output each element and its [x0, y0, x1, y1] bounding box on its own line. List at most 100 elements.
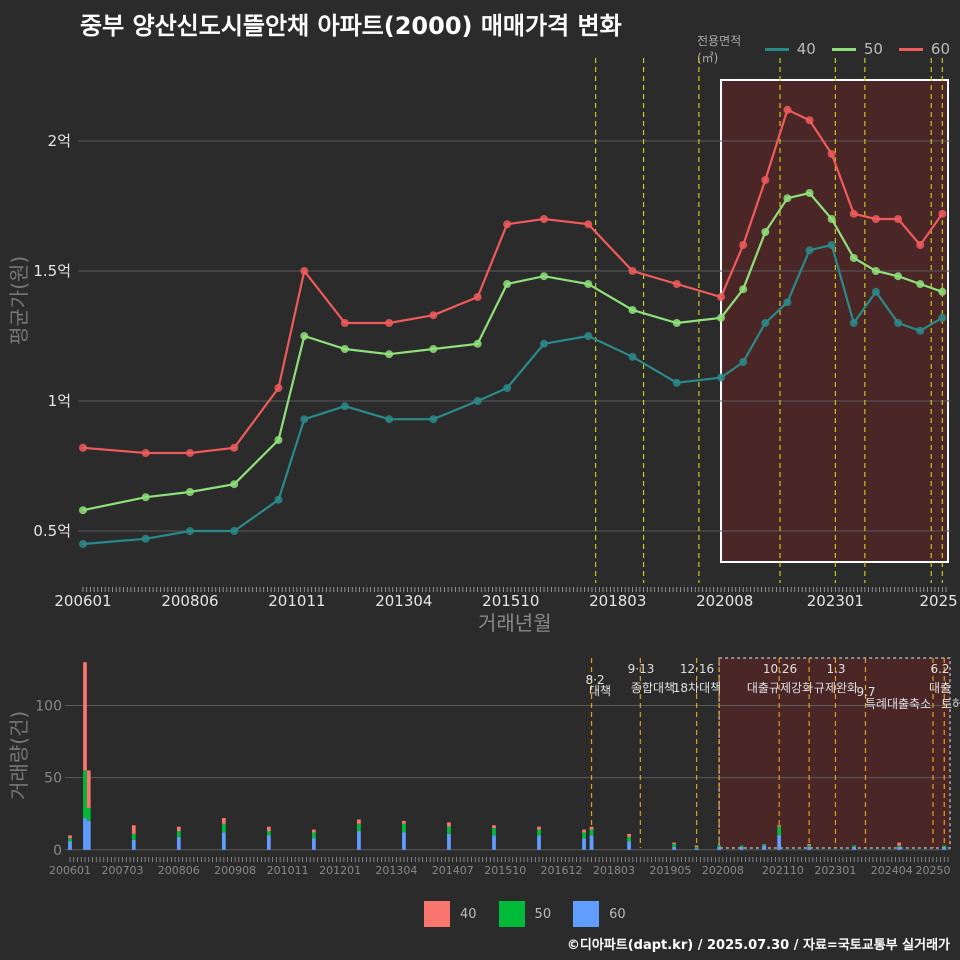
data-point-60: [185, 449, 194, 457]
volume-x-tick-label: 200908: [214, 864, 256, 877]
legend-item-50: 50: [831, 40, 883, 58]
bar-segment-50: [739, 845, 744, 847]
data-point-50: [230, 480, 239, 489]
data-point-50: [584, 280, 593, 288]
bar-segment-60: [942, 846, 947, 850]
bar-segment-60: [447, 833, 451, 850]
data-point-60: [79, 443, 87, 452]
bar-segment-50: [357, 823, 361, 832]
price-x-axis-title: 거래년월: [478, 611, 552, 635]
bar-segment-50: [762, 844, 767, 846]
data-point-60: [385, 319, 394, 327]
x-tick-label: 201510: [482, 592, 539, 610]
bar-segment-60: [807, 846, 812, 850]
bar-segment-60: [762, 845, 767, 850]
bar-segment-40: [672, 842, 676, 845]
bar-segment-60: [402, 832, 406, 850]
bar-segment-40: [402, 820, 406, 824]
bar-segment-40: [357, 819, 361, 824]
data-point-60: [761, 176, 770, 184]
data-point-40: [849, 319, 858, 327]
x-tick-label: 202008: [696, 592, 753, 610]
bar-segment-40: [83, 662, 87, 771]
bar-segment-50: [312, 832, 316, 839]
data-point-40: [340, 402, 349, 411]
legend-swatch-40: [764, 47, 789, 51]
annotation-label: 규제완화: [814, 681, 858, 695]
data-point-40: [79, 540, 87, 548]
y-tick-label: 1억: [48, 392, 71, 410]
annotation-date: 6.2: [930, 662, 949, 676]
data-point-40: [584, 332, 593, 340]
data-point-60: [827, 150, 836, 158]
data-point-40: [739, 358, 748, 366]
data-point-50: [672, 319, 681, 327]
volume-x-tick-label: 200601: [49, 864, 91, 877]
data-point-60: [628, 267, 637, 275]
data-point-40: [783, 298, 792, 307]
volume-highlight-box: [718, 657, 951, 849]
data-point-40: [916, 326, 925, 335]
price-chart: 0.5억 1억 1.5억 2억 200601 200806 201011 201304 2015…: [33, 58, 958, 610]
bar-segment-40: [447, 822, 451, 827]
annotation-label: 토허제 해: [941, 697, 960, 711]
bar-segment-50: [402, 823, 406, 833]
bar-segment-40: [131, 825, 136, 834]
data-point-50: [739, 285, 748, 294]
chart-title: 중부 양산신도시뜰안채 아파트(2000) 매매가격 변화: [80, 12, 622, 40]
x-tick-label: 201803: [589, 592, 646, 610]
bar-segment-50: [777, 826, 782, 836]
data-point-60: [717, 293, 726, 301]
data-point-40: [894, 319, 903, 327]
data-point-50: [871, 267, 880, 275]
x-tick-label: 200601: [54, 592, 111, 610]
volume-y-axis-title: 거래량(건): [7, 710, 31, 800]
data-point-60: [805, 116, 814, 125]
data-point-60: [274, 384, 283, 392]
bar-segment-50: [672, 844, 676, 847]
bar-segment-60: [221, 832, 226, 850]
data-point-40: [540, 339, 549, 348]
y-tick-label: 2억: [48, 132, 71, 150]
bar-segment-50: [68, 838, 72, 842]
data-point-60: [340, 319, 349, 327]
bar-segment-60: [627, 841, 631, 850]
data-point-40: [628, 352, 637, 361]
bar-segment-50: [537, 829, 541, 836]
y-tick-label: 0.5억: [33, 522, 71, 540]
data-point-50: [385, 350, 394, 359]
bar-segment-50: [694, 846, 699, 849]
bar-segment-40: [86, 770, 91, 808]
volume-x-tick-label: 201201: [319, 864, 361, 877]
annotation-label: 종합대책: [631, 680, 675, 695]
data-point-50: [916, 280, 925, 288]
bar-segment-40: [694, 845, 699, 847]
series-line-60: [82, 108, 944, 455]
data-point-60: [503, 220, 512, 229]
bar-segment-60: [694, 848, 699, 850]
annotation-label: 대책: [589, 683, 611, 698]
bar-segment-50: [83, 770, 87, 819]
data-point-50: [805, 189, 814, 197]
legend-item-60: 60: [898, 40, 950, 58]
y-tick-label: 1.5억: [33, 262, 71, 280]
bar-segment-60: [83, 818, 87, 850]
data-point-60: [230, 443, 239, 452]
bar-segment-60: [266, 835, 271, 850]
annotation-label: 대출규제강화: [747, 681, 813, 695]
bar-segment-40: [537, 826, 541, 830]
data-point-50: [185, 488, 194, 496]
bar-segment-60: [492, 835, 496, 850]
bar-segment-50: [266, 831, 271, 836]
bar-segment-50: [582, 832, 586, 839]
data-point-50: [827, 215, 836, 223]
volume-x-tick-label: 202404: [871, 864, 913, 877]
bar-segment-50: [627, 836, 631, 842]
legend-swatch-50: [831, 47, 856, 51]
data-point-40: [827, 241, 836, 249]
bar-segment-50: [807, 845, 812, 847]
volume-x-tick-label: 201011: [267, 864, 309, 877]
data-point-60: [871, 215, 880, 223]
data-point-40: [717, 373, 726, 382]
